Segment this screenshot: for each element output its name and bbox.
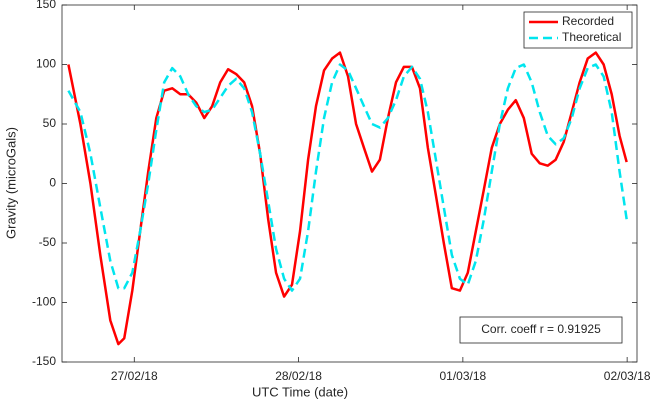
y-tick-label: -150 <box>32 354 56 368</box>
y-axis-label: Gravity (microGals) <box>3 127 18 239</box>
line-series <box>67 63 628 292</box>
y-tick-label: -100 <box>32 295 56 309</box>
x-axis-label: UTC Time (date) <box>252 384 348 399</box>
y-tick-label: 100 <box>36 57 56 71</box>
legend-box <box>523 11 633 49</box>
y-tick-label: -50 <box>39 235 57 249</box>
legend-label: Recorded <box>562 14 614 28</box>
legend-label: Theoretical <box>562 30 621 44</box>
x-tick-label: 27/02/18 <box>111 369 158 383</box>
x-tick-label: 02/03/18 <box>604 369 651 383</box>
x-tick-label: 28/02/18 <box>275 369 322 383</box>
y-tick-label: 150 <box>36 0 56 11</box>
line-series <box>67 51 628 346</box>
annotation-box <box>459 316 623 344</box>
x-tick-label: 01/03/18 <box>439 369 486 383</box>
plot-area <box>61 4 638 363</box>
annotation: Corr. coeff r = 0.91925 <box>481 322 601 336</box>
y-tick-label: 0 <box>49 176 56 190</box>
y-tick-label: 50 <box>43 116 57 130</box>
